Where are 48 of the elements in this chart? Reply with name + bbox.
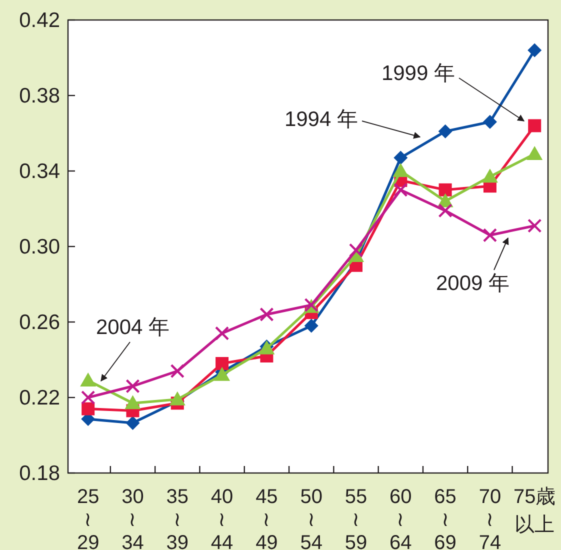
point	[482, 114, 497, 129]
y-tick-label: 0.30	[19, 236, 60, 258]
point	[348, 243, 364, 258]
point	[482, 168, 498, 183]
text: 1994 年	[284, 108, 358, 131]
x-tick-label: 30 ≀ 34	[122, 486, 144, 550]
point	[438, 124, 452, 138]
y-tick-label: 0.22	[19, 386, 60, 410]
x-tick-label: 55 ≀ 59	[344, 486, 368, 550]
x-tick-label: 70 ≀ 74	[478, 486, 502, 550]
point	[170, 364, 184, 378]
text: 1999 年	[381, 62, 455, 85]
point	[482, 228, 498, 242]
point	[528, 218, 542, 233]
point	[124, 395, 141, 410]
x-tick-label: 60 ≀ 64	[390, 486, 412, 550]
x-tick-label: 65 ≀ 69	[434, 486, 456, 550]
x-tick-label: 35 ≀ 39	[166, 486, 189, 550]
point	[438, 204, 452, 218]
y-tick-label: 0.34	[19, 160, 60, 183]
point	[126, 379, 140, 394]
x-tick-label: 25 ≀ 29	[76, 486, 100, 550]
point	[126, 416, 140, 430]
y-tick-label: 0.42	[19, 9, 60, 32]
y-tick-label: 0.18	[19, 462, 60, 485]
x-tick-label: 45 ≀ 49	[256, 486, 278, 550]
point	[528, 43, 542, 58]
point	[528, 119, 542, 132]
point	[526, 146, 543, 160]
point	[260, 307, 274, 322]
x-tick-label: 75歳以上	[513, 486, 556, 536]
point	[169, 391, 186, 406]
series-label: 2009 年	[436, 272, 510, 295]
point	[214, 326, 230, 340]
series-label: 2004 年	[96, 316, 170, 339]
point	[82, 402, 95, 416]
y-tick-label: 0.26	[19, 311, 60, 334]
point	[80, 390, 96, 405]
point	[80, 372, 96, 387]
x-tick-label: 40 ≀ 44	[210, 486, 234, 550]
point	[216, 357, 229, 370]
x-tick-label: 50 ≀ 54	[300, 486, 322, 550]
point	[438, 183, 452, 196]
point	[394, 150, 408, 165]
point	[394, 182, 408, 197]
point	[304, 318, 318, 333]
y-tick-label: 0.38	[19, 84, 60, 108]
point	[392, 163, 409, 177]
